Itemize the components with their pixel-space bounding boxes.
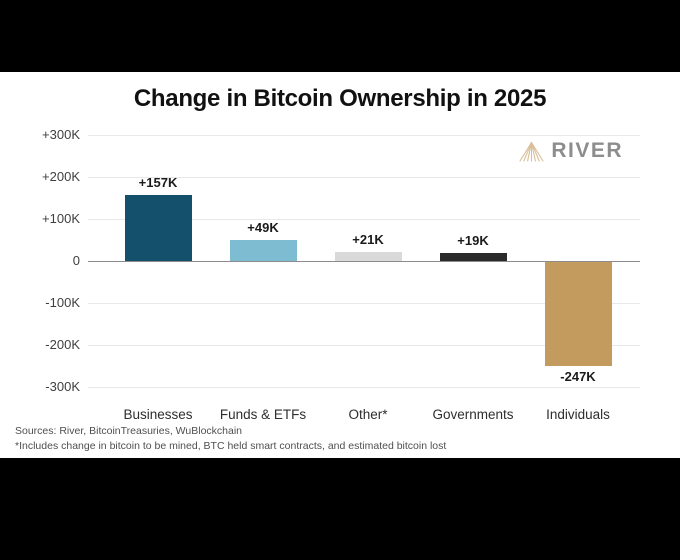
gridline bbox=[88, 219, 640, 220]
x-axis-category-label: Governments bbox=[432, 407, 514, 422]
x-axis-category-label: Other* bbox=[348, 407, 388, 422]
y-axis-tick-label: +300K bbox=[42, 127, 80, 142]
gridline bbox=[88, 177, 640, 178]
zero-axis-line bbox=[88, 261, 640, 262]
y-axis-tick-label: -300K bbox=[45, 379, 80, 394]
y-axis-tick-label: -200K bbox=[45, 337, 80, 352]
chart-canvas: Change in Bitcoin Ownership in 2025 +300… bbox=[0, 72, 680, 458]
bar-businesses bbox=[124, 195, 192, 261]
bar-value-label: +19K bbox=[457, 233, 489, 249]
y-axis-tick-label: -100K bbox=[45, 295, 80, 310]
chart-footer: Sources: River, BitcoinTreasuries, WuBlo… bbox=[15, 424, 446, 454]
bar-governments bbox=[439, 253, 507, 261]
footnote-text: *Includes change in bitcoin to be mined,… bbox=[15, 440, 447, 452]
bar-funds-etfs bbox=[229, 240, 297, 261]
y-axis-tick-label: +200K bbox=[42, 169, 80, 184]
bar-value-label: -247K bbox=[560, 368, 596, 384]
x-axis-category-label: Funds & ETFs bbox=[219, 407, 307, 422]
gridline bbox=[88, 345, 640, 346]
river-logo-text: RIVER bbox=[551, 139, 623, 162]
bar-value-label: +49K bbox=[247, 220, 279, 236]
y-axis-tick-label: 0 bbox=[72, 253, 80, 268]
y-axis-tick-label: +100K bbox=[42, 211, 80, 226]
bar-chart-plot: +300K +200K +100K 0 -100K -200K -300K +157K Busi… bbox=[0, 72, 680, 458]
river-logo: RIVER bbox=[519, 139, 623, 163]
x-axis-category-label: Individuals bbox=[546, 407, 610, 422]
bar-individuals bbox=[544, 262, 612, 366]
bar-other bbox=[334, 252, 402, 261]
gridline bbox=[88, 387, 640, 388]
sources-text: Sources: River, BitcoinTreasuries, WuBlo… bbox=[15, 425, 243, 437]
x-axis-category-label: Businesses bbox=[123, 407, 193, 422]
gridline bbox=[88, 303, 640, 304]
bar-value-label: +21K bbox=[352, 232, 384, 248]
bar-value-label: +157K bbox=[138, 175, 178, 191]
gridline bbox=[88, 135, 640, 136]
chart-title: Change in Bitcoin Ownership in 2025 bbox=[133, 85, 547, 112]
river-mountain-icon bbox=[519, 141, 544, 162]
